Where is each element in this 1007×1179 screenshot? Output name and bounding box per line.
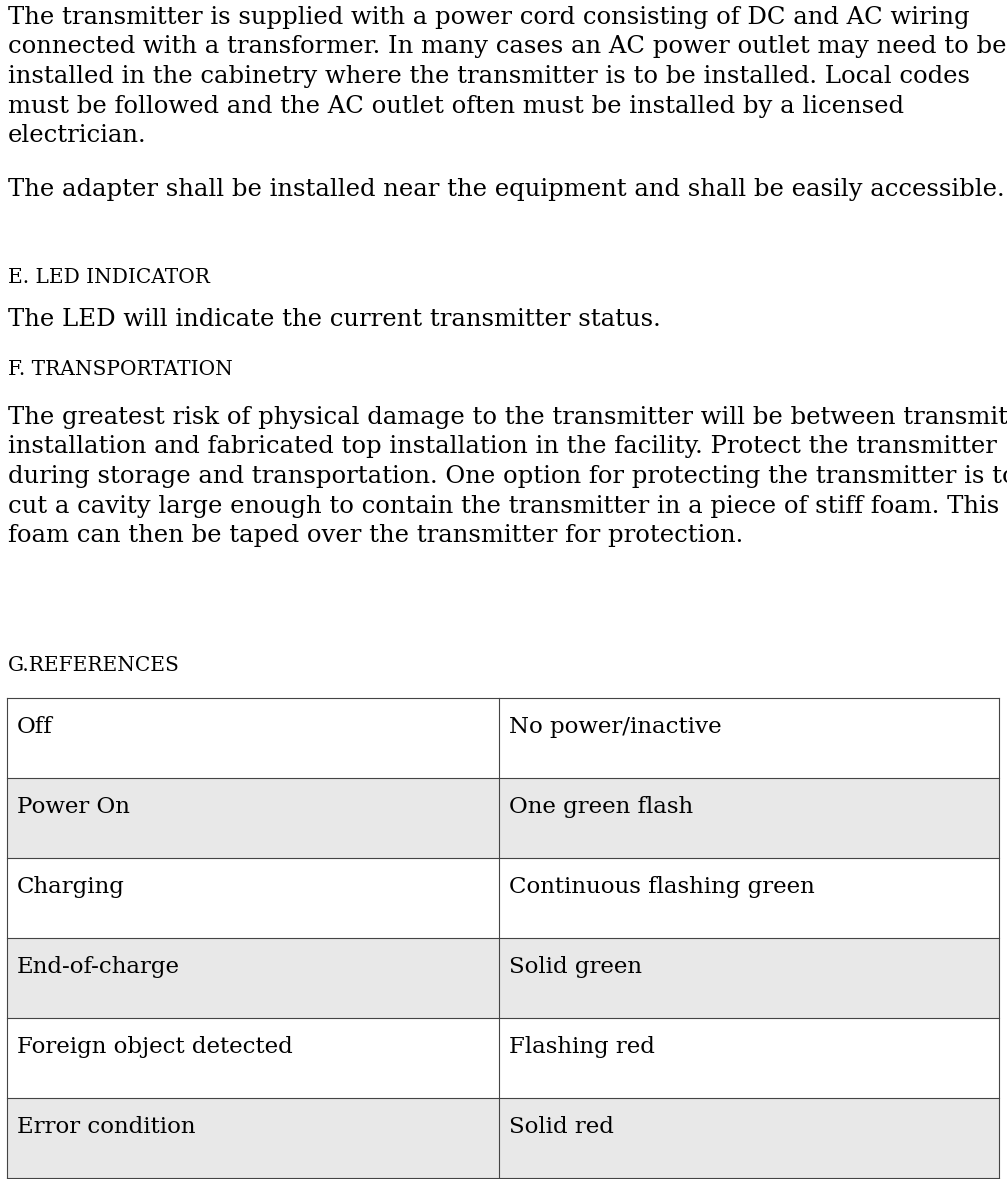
Text: Flashing red: Flashing red xyxy=(509,1035,655,1058)
Text: E. LED INDICATOR: E. LED INDICATOR xyxy=(8,268,209,286)
Bar xyxy=(7,938,499,1017)
Text: The LED will indicate the current transmitter status.: The LED will indicate the current transm… xyxy=(8,308,661,331)
Bar xyxy=(499,778,999,858)
Text: One green flash: One green flash xyxy=(509,796,693,817)
Text: The greatest risk of physical damage to the transmitter will be between transmit: The greatest risk of physical damage to … xyxy=(8,406,1007,429)
Bar xyxy=(499,1098,999,1178)
Text: installation and fabricated top installation in the facility. Protect the transm: installation and fabricated top installa… xyxy=(8,435,997,459)
Bar xyxy=(499,1017,999,1098)
Text: G.REFERENCES: G.REFERENCES xyxy=(8,656,180,676)
Text: Solid red: Solid red xyxy=(509,1115,614,1138)
Bar xyxy=(499,938,999,1017)
Text: Foreign object detected: Foreign object detected xyxy=(17,1035,293,1058)
Text: Off: Off xyxy=(17,716,52,738)
Text: Solid green: Solid green xyxy=(509,956,642,977)
Text: electrician.: electrician. xyxy=(8,124,147,147)
Text: Charging: Charging xyxy=(17,876,125,897)
Bar xyxy=(7,1098,499,1178)
Bar xyxy=(7,778,499,858)
Bar xyxy=(7,1017,499,1098)
Text: The adapter shall be installed near the equipment and shall be easily accessible: The adapter shall be installed near the … xyxy=(8,178,1005,200)
Bar xyxy=(499,858,999,938)
Text: installed in the cabinetry where the transmitter is to be installed. Local codes: installed in the cabinetry where the tra… xyxy=(8,65,970,88)
Text: No power/inactive: No power/inactive xyxy=(509,716,722,738)
Bar xyxy=(499,698,999,778)
Text: End-of-charge: End-of-charge xyxy=(17,956,180,977)
Text: Power On: Power On xyxy=(17,796,130,817)
Text: foam can then be taped over the transmitter for protection.: foam can then be taped over the transmit… xyxy=(8,523,743,547)
Bar xyxy=(7,858,499,938)
Text: connected with a transformer. In many cases an AC power outlet may need to be: connected with a transformer. In many ca… xyxy=(8,35,1007,59)
Text: Continuous flashing green: Continuous flashing green xyxy=(509,876,815,897)
Text: The transmitter is supplied with a power cord consisting of DC and AC wiring: The transmitter is supplied with a power… xyxy=(8,6,970,29)
Text: F. TRANSPORTATION: F. TRANSPORTATION xyxy=(8,360,233,378)
Bar xyxy=(7,698,499,778)
Text: must be followed and the AC outlet often must be installed by a licensed: must be followed and the AC outlet often… xyxy=(8,94,904,118)
Text: cut a cavity large enough to contain the transmitter in a piece of stiff foam. T: cut a cavity large enough to contain the… xyxy=(8,494,999,518)
Text: Error condition: Error condition xyxy=(17,1115,195,1138)
Text: during storage and transportation. One option for protecting the transmitter is : during storage and transportation. One o… xyxy=(8,465,1007,488)
